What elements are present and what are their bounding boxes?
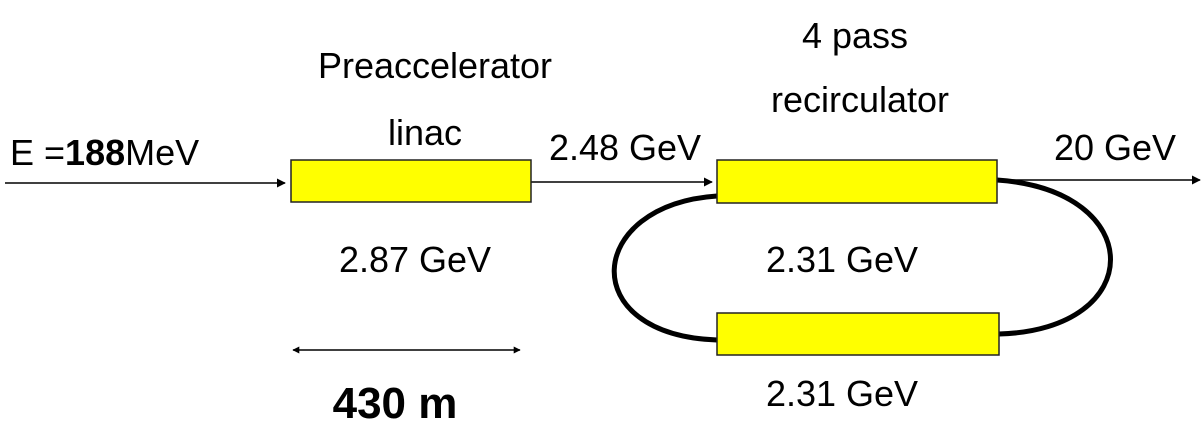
input-energy: E =188MeV [10, 132, 199, 173]
preaccelerator-title: Preaccelerator [318, 45, 552, 86]
preaccelerator-length: 430 m [333, 379, 458, 428]
input-unit: MeV [125, 132, 199, 173]
recirculator-linac-top [716, 159, 998, 204]
injection-energy: 2.48 GeV [549, 127, 701, 168]
left-loop [611, 193, 718, 343]
preaccelerator-linac [290, 159, 532, 203]
linac-energy: 2.31 GeV [766, 239, 918, 280]
right-loop [996, 177, 1113, 337]
linac-energy: 2.31 GeV [766, 373, 918, 414]
input-value: 188 [65, 132, 125, 173]
recirculator-title: 4 pass [802, 15, 908, 56]
preaccelerator-energy: 2.87 GeV [339, 239, 491, 280]
preaccelerator-title: linac [388, 112, 462, 153]
output-energy: 20 GeV [1054, 127, 1176, 168]
recirculator-title: recirculator [771, 79, 949, 120]
input-prefix: E = [10, 132, 65, 173]
recirculator-linac-bottom [716, 312, 1000, 356]
